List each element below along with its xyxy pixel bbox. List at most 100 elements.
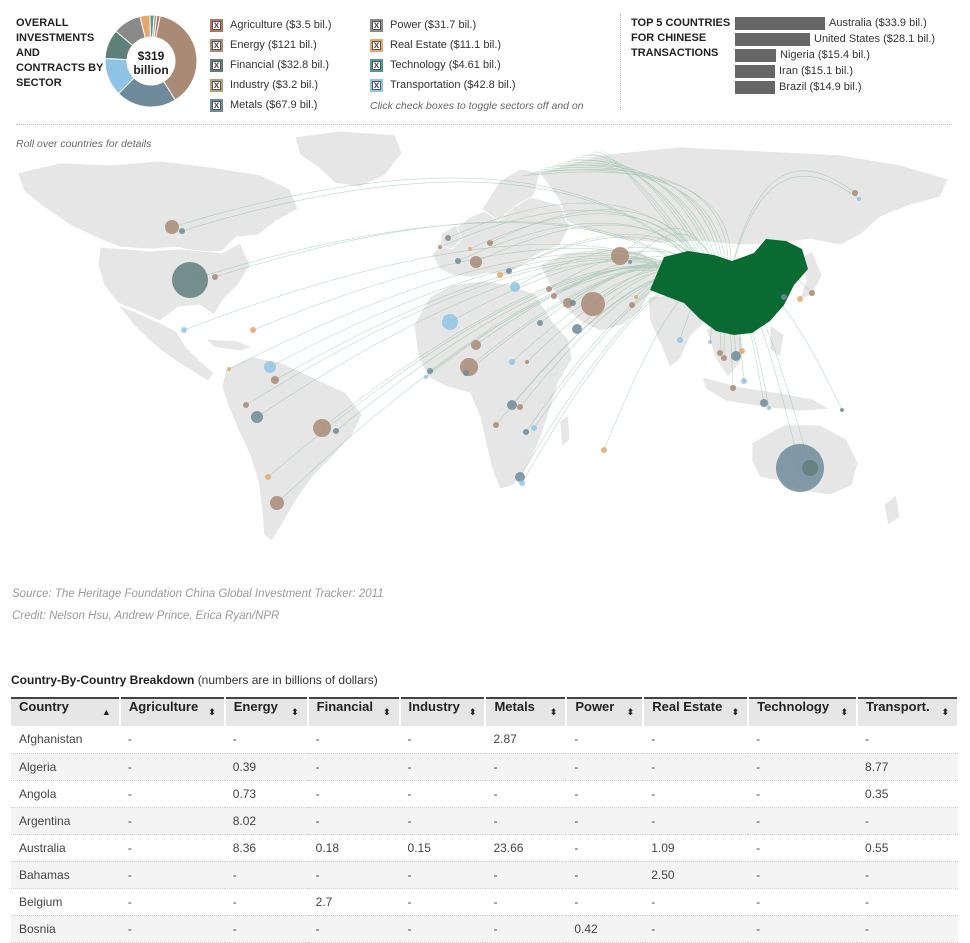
investment-bubble[interactable] <box>840 408 844 412</box>
investment-bubble[interactable] <box>497 272 503 278</box>
investment-bubble[interactable] <box>460 358 478 376</box>
investment-bubble[interactable] <box>427 368 433 374</box>
investment-bubble[interactable] <box>767 406 771 410</box>
country-mexico[interactable] <box>116 304 215 382</box>
investment-bubble[interactable] <box>251 411 263 423</box>
investment-bubble[interactable] <box>739 348 745 354</box>
investment-bubble[interactable] <box>181 327 187 333</box>
investment-bubble[interactable] <box>809 290 815 296</box>
country-madagascar[interactable] <box>559 414 571 448</box>
investment-bubble[interactable] <box>264 361 276 373</box>
investment-bubble[interactable] <box>519 480 525 486</box>
col-header-transport[interactable]: Transport. ⬍ <box>857 697 959 726</box>
col-header-financial[interactable]: Financial ⬍ <box>307 697 401 726</box>
investment-bubble[interactable] <box>730 385 736 391</box>
sector-toggle-industry[interactable]: x Industry ($3.2 bil.) <box>210 75 332 95</box>
checkbox-metals[interactable]: x <box>210 98 223 112</box>
investment-bubble[interactable] <box>731 351 741 361</box>
investment-bubble[interactable] <box>629 302 635 308</box>
investment-bubble[interactable] <box>424 375 428 379</box>
investment-bubble[interactable] <box>445 235 451 241</box>
col-header-agriculture[interactable]: Agriculture ⬍ <box>119 697 226 726</box>
investment-bubble[interactable] <box>250 327 256 333</box>
col-header-real-estate[interactable]: Real Estate ⬍ <box>643 697 750 726</box>
sector-toggle-energy[interactable]: x Energy ($121 bil.) <box>210 35 332 55</box>
investment-bubble[interactable] <box>570 300 576 306</box>
checkbox-real-estate[interactable]: x <box>370 38 383 52</box>
col-header-metals[interactable]: Metals ⬍ <box>485 697 568 726</box>
checkbox-energy[interactable]: x <box>210 38 223 52</box>
investment-bubble[interactable] <box>507 400 517 410</box>
col-header-country[interactable]: Country ▲ <box>11 697 121 726</box>
investment-bubble[interactable] <box>563 298 573 308</box>
investment-bubble[interactable] <box>601 447 607 453</box>
investment-bubble[interactable] <box>852 190 858 196</box>
country-china[interactable] <box>650 239 808 335</box>
checkbox-financial[interactable]: x <box>210 58 223 72</box>
investment-bubble[interactable] <box>468 247 472 251</box>
country-united-kingdom[interactable] <box>439 224 463 250</box>
investment-bubble[interactable] <box>628 260 632 264</box>
investment-bubble[interactable] <box>515 472 525 482</box>
investment-bubble[interactable] <box>634 295 638 299</box>
sector-toggle-technology[interactable]: x Technology ($4.61 bil.) <box>370 55 516 75</box>
investment-bubble[interactable] <box>525 360 529 364</box>
investment-bubble[interactable] <box>717 350 723 356</box>
investment-bubble[interactable] <box>760 399 768 407</box>
investment-bubble[interactable] <box>517 404 523 410</box>
investment-bubble[interactable] <box>611 247 629 265</box>
sector-toggle-real-estate[interactable]: x Real Estate ($11.1 bil.) <box>370 35 516 55</box>
investment-bubble[interactable] <box>537 320 543 326</box>
investment-bubble[interactable] <box>265 474 271 480</box>
col-header-industry[interactable]: Industry ⬍ <box>399 697 487 726</box>
investment-bubble[interactable] <box>227 367 231 371</box>
investment-bubble[interactable] <box>509 359 515 365</box>
sector-toggle-transportation[interactable]: x Transportation ($42.8 bil.) <box>370 75 516 95</box>
investment-bubble[interactable] <box>243 402 249 408</box>
investment-bubble[interactable] <box>531 425 537 431</box>
checkbox-transportation[interactable]: x <box>370 78 383 92</box>
sector-toggle-agriculture[interactable]: x Agriculture ($3.5 bil.) <box>210 15 332 35</box>
investment-bubble[interactable] <box>572 324 582 334</box>
investment-bubble[interactable] <box>493 422 499 428</box>
investment-bubble[interactable] <box>179 228 185 234</box>
sector-toggle-power[interactable]: x Power ($31.7 bil.) <box>370 15 516 35</box>
investment-bubble[interactable] <box>857 197 861 201</box>
investment-bubble[interactable] <box>581 292 605 316</box>
col-header-technology[interactable]: Technology ⬍ <box>748 697 859 726</box>
investment-bubble[interactable] <box>510 282 520 292</box>
investment-bubble[interactable] <box>546 286 552 292</box>
country-greenland[interactable] <box>294 130 403 188</box>
sector-toggle-metals[interactable]: x Metals ($67.9 bil.) <box>210 95 332 115</box>
investment-bubble[interactable] <box>721 355 727 361</box>
investment-bubble[interactable] <box>677 337 683 343</box>
investment-bubble[interactable] <box>313 419 331 437</box>
investment-bubble[interactable] <box>776 444 824 492</box>
country-canada[interactable] <box>17 160 299 254</box>
investment-bubble[interactable] <box>442 314 458 330</box>
investment-bubble[interactable] <box>165 220 179 234</box>
investment-bubble[interactable] <box>455 258 461 264</box>
investment-bubble[interactable] <box>271 376 279 384</box>
investment-bubble[interactable] <box>797 296 803 302</box>
checkbox-industry[interactable]: x <box>210 78 223 92</box>
investment-bubble[interactable] <box>708 340 712 344</box>
col-header-power[interactable]: Power ⬍ <box>566 697 645 726</box>
region-scandinavia[interactable] <box>481 168 541 222</box>
investment-bubble[interactable] <box>463 370 469 376</box>
investment-bubble[interactable] <box>270 496 284 510</box>
world-investment-map[interactable] <box>0 125 970 575</box>
country-philippines[interactable] <box>769 324 785 358</box>
checkbox-agriculture[interactable]: x <box>210 18 223 32</box>
investment-bubble[interactable] <box>470 256 482 268</box>
caribbean-islands[interactable] <box>204 338 254 352</box>
investment-bubble[interactable] <box>333 428 339 434</box>
country-russia[interactable] <box>539 146 949 246</box>
checkbox-power[interactable]: x <box>370 18 383 32</box>
investment-bubble[interactable] <box>172 262 208 298</box>
country-south-america[interactable] <box>221 356 363 542</box>
region-africa[interactable] <box>413 280 573 490</box>
sector-toggle-financial[interactable]: x Financial ($32.8 bil.) <box>210 55 332 75</box>
col-header-energy[interactable]: Energy ⬍ <box>224 697 309 726</box>
investment-bubble[interactable] <box>741 378 747 384</box>
